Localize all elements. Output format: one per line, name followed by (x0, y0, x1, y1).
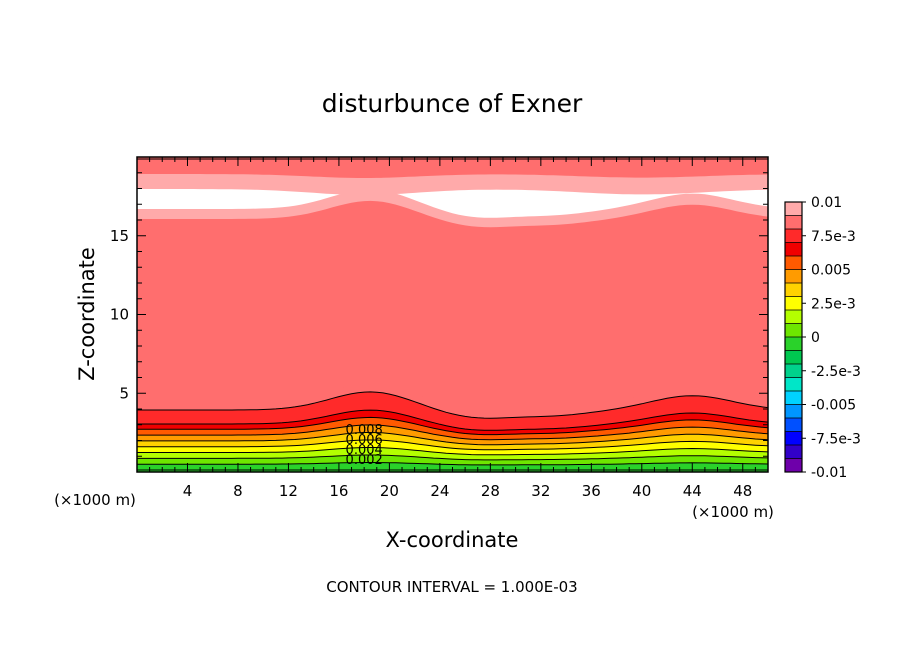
contour-band (137, 417, 768, 440)
contour-band (137, 391, 768, 431)
colorbar-label: 0.01 (811, 195, 842, 211)
x-tick-label: 32 (531, 482, 550, 500)
colorbar-swatch (785, 256, 802, 270)
colorbar-label: -0.005 (811, 398, 856, 414)
x-tick-label: 48 (733, 482, 752, 500)
contour-line (137, 447, 769, 456)
colorbar-swatch (785, 283, 802, 297)
y-tick-label: 15 (110, 227, 129, 245)
contour-line (137, 409, 769, 431)
contour-line (137, 454, 769, 461)
y-axis-label: Z-coordinate (75, 247, 99, 381)
colorbar-swatch (785, 323, 802, 338)
x-tick-label: 44 (683, 482, 702, 500)
colorbar-label: 7.5e-3 (811, 229, 856, 245)
x-axis-label: X-coordinate (386, 528, 519, 552)
plot-area (137, 157, 768, 472)
x-tick-label: 12 (279, 482, 298, 500)
x-tick-label: 4 (183, 482, 193, 500)
x-tick-label: 8 (233, 482, 243, 500)
x-tick-label: 40 (632, 482, 651, 500)
colorbar-label: -7.5e-3 (811, 431, 861, 447)
colorbar-swatch (785, 337, 802, 351)
colorbar-swatch (785, 310, 802, 324)
x-tick-label: 28 (481, 482, 500, 500)
colorbar-swatch (785, 229, 802, 243)
contour-line (137, 424, 769, 441)
colorbar-swatch (785, 391, 802, 405)
contour-label: 0.008 (346, 423, 383, 438)
colorbar-swatch (785, 404, 802, 419)
contour-label: 0.004 (346, 443, 383, 458)
colorbar-swatch (785, 215, 802, 230)
colorbar-label: -0.01 (811, 465, 847, 481)
colorbar-swatch (785, 458, 802, 473)
y-unit-label: (×1000 m) (54, 491, 136, 509)
colorbar-swatch (785, 242, 802, 257)
colorbar-label: 2.5e-3 (811, 296, 856, 312)
colorbar-swatch (785, 269, 802, 284)
colorbar-swatch (785, 377, 802, 392)
contour-band (137, 424, 768, 445)
contour-line (137, 462, 769, 466)
colorbar-swatch (785, 418, 802, 432)
contour-band (137, 455, 768, 465)
contour-band (137, 410, 768, 435)
colorbar: 0.01 7.5e-3 0.005 2.5e-3 0 -2.5e-3 -0.005 -7.5e… (784, 195, 861, 481)
pink-band-top-inner (137, 157, 768, 178)
colorbar-swatch (785, 350, 802, 365)
contour-label: 0.006 (346, 433, 383, 448)
y-tick-label: 5 (119, 384, 129, 402)
contour-line (137, 439, 769, 451)
y-tick-label: 10 (110, 306, 129, 324)
colorbar-swatch (785, 202, 802, 216)
colorbar-swatch (785, 445, 802, 459)
chart-title: disturbunce of Exner (322, 89, 583, 118)
contour-interval-note: CONTOUR INTERVAL = 1.000E-03 (326, 578, 577, 596)
colorbar-label: -2.5e-3 (811, 364, 861, 380)
contour-line (137, 416, 769, 436)
colorbar-label: 0.005 (811, 263, 851, 279)
x-tick-label: 24 (430, 482, 449, 500)
colorbar-swatch (785, 364, 802, 378)
x-unit-label: (×1000 m) (692, 503, 774, 521)
colorbar-swatch (785, 296, 802, 311)
colorbar-swatch (785, 431, 802, 446)
x-tick-label: 20 (380, 482, 399, 500)
contour-line (137, 432, 769, 446)
contour-label: 0.002 (346, 453, 383, 468)
x-tick-label: 36 (582, 482, 601, 500)
contour-band (137, 440, 768, 455)
x-tick-label: 16 (329, 482, 348, 500)
contour-line (137, 391, 769, 419)
colorbar-label: 0 (811, 330, 820, 346)
